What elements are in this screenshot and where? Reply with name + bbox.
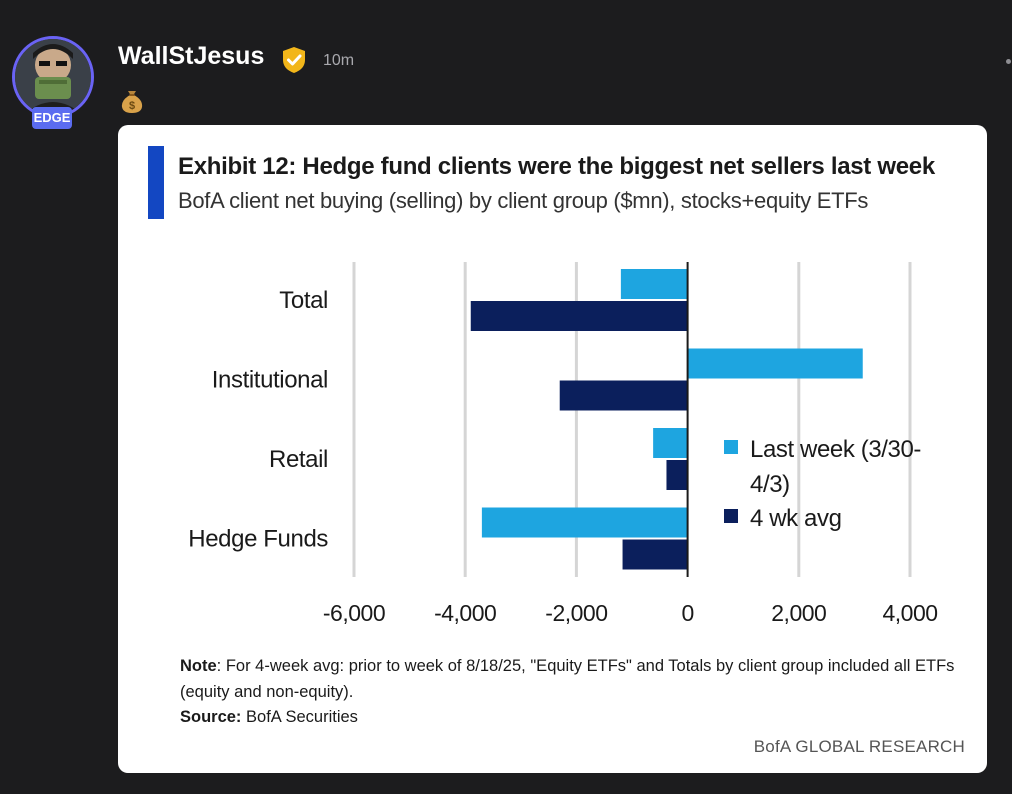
note-label: Note [180, 657, 217, 675]
x-tick-label: 0 [681, 600, 693, 625]
source-text: BofA Securities [241, 708, 358, 726]
note-text: : For 4-week avg: prior to week of 8/18/… [180, 657, 955, 701]
legend-label-last-week: Last week (3/30- [750, 436, 921, 463]
category-label: Retail [269, 446, 328, 473]
money-bag-icon: $ [120, 88, 144, 114]
post-timestamp: 10m [323, 52, 355, 69]
bar-last-week [620, 269, 688, 299]
svg-text:$: $ [129, 100, 135, 112]
legend-swatch-4wk-avg [724, 509, 738, 523]
username[interactable]: WallStJesus [118, 42, 265, 70]
legend-label-last-week-cont: 4/3) [750, 471, 790, 498]
chart-source: Source: BofA Securities [180, 708, 358, 727]
chart-subtitle: BofA client net buying (selling) by clie… [178, 188, 869, 213]
x-tick-label: -2,000 [545, 600, 607, 625]
avatar[interactable] [12, 36, 94, 118]
chart-card[interactable]: Exhibit 12: Hedge fund clients were the … [118, 125, 987, 773]
bar-4wk-avg [559, 380, 688, 411]
x-tick-label: -6,000 [323, 600, 385, 625]
category-label: Hedge Funds [188, 526, 328, 553]
verified-badge-icon [281, 46, 307, 74]
legend-label-4wk-avg: 4 wk avg [750, 505, 842, 532]
bar-last-week [653, 428, 688, 458]
edge-badge: EDGE [32, 107, 72, 129]
bar-4wk-avg [470, 301, 688, 331]
bar-last-week [481, 507, 688, 538]
x-tick-label: 4,000 [882, 600, 937, 625]
title-accent-bar [148, 146, 164, 219]
avatar-image [15, 39, 91, 115]
category-label: Total [279, 287, 328, 314]
chart-title: Exhibit 12: Hedge fund clients were the … [178, 153, 935, 180]
x-tick-label: -4,000 [434, 600, 496, 625]
category-label: Institutional [212, 367, 328, 394]
avatar-container[interactable]: EDGE [12, 36, 94, 132]
legend-swatch-last-week [724, 440, 738, 454]
bar-4wk-avg [622, 539, 688, 570]
x-tick-label: 2,000 [771, 600, 826, 625]
source-label: Source: [180, 708, 242, 726]
bar-chart: -6,000 -4,000 -2,000 0 2,000 4,000 Total Instit… [188, 262, 938, 625]
more-options-icon[interactable] [1006, 59, 1011, 64]
chart-note: Note: For 4-week avg: prior to week of 8… [180, 653, 970, 705]
bar-last-week [687, 348, 863, 379]
footer-brand: BofA GLOBAL RESEARCH [753, 737, 965, 756]
bar-4wk-avg [666, 460, 688, 490]
